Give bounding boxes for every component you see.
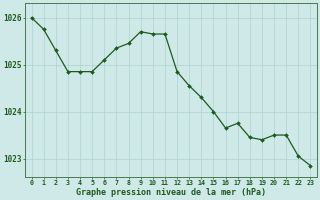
X-axis label: Graphe pression niveau de la mer (hPa): Graphe pression niveau de la mer (hPa) [76, 188, 266, 197]
